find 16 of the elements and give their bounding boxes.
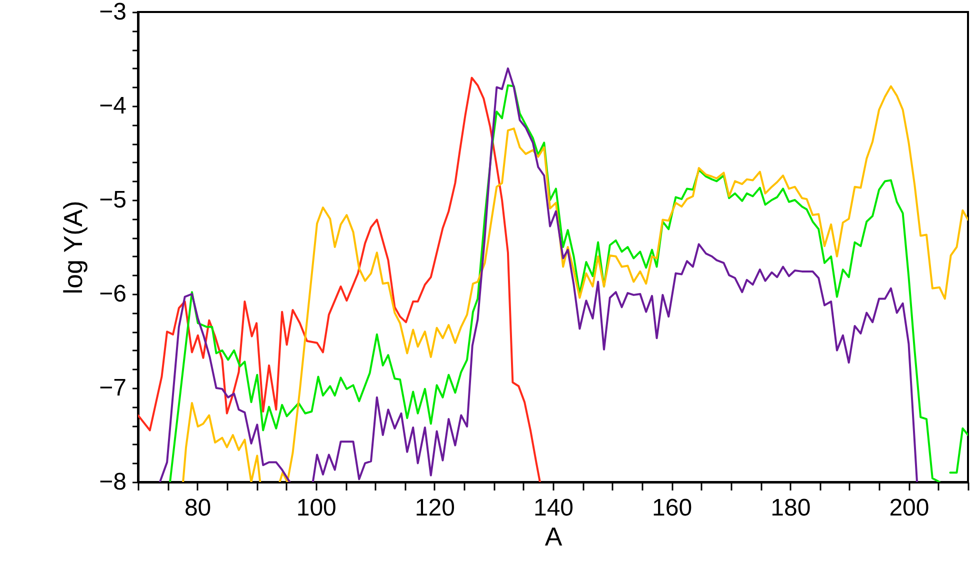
x-tick-label: 160	[652, 494, 692, 522]
y-tick-label: −5	[99, 186, 126, 214]
y-tick-label: −3	[99, 0, 126, 26]
x-tick-label: 140	[533, 494, 574, 522]
x-tick-label: 80	[184, 494, 212, 522]
x-tick-label: 180	[770, 494, 811, 522]
y-tick-label: −8	[99, 468, 126, 496]
x-tick-label: 120	[414, 494, 455, 522]
y-tick-label: −6	[99, 280, 126, 308]
line-series	[138, 76, 541, 482]
x-tick-label: 200	[889, 494, 930, 522]
y-tick-label: −4	[99, 92, 126, 120]
y-axis-title: log Y(A)	[58, 200, 88, 294]
x-axis-title: A	[544, 522, 563, 552]
x-tick-label: 100	[296, 494, 336, 522]
y-tick-label: −7	[99, 374, 126, 402]
